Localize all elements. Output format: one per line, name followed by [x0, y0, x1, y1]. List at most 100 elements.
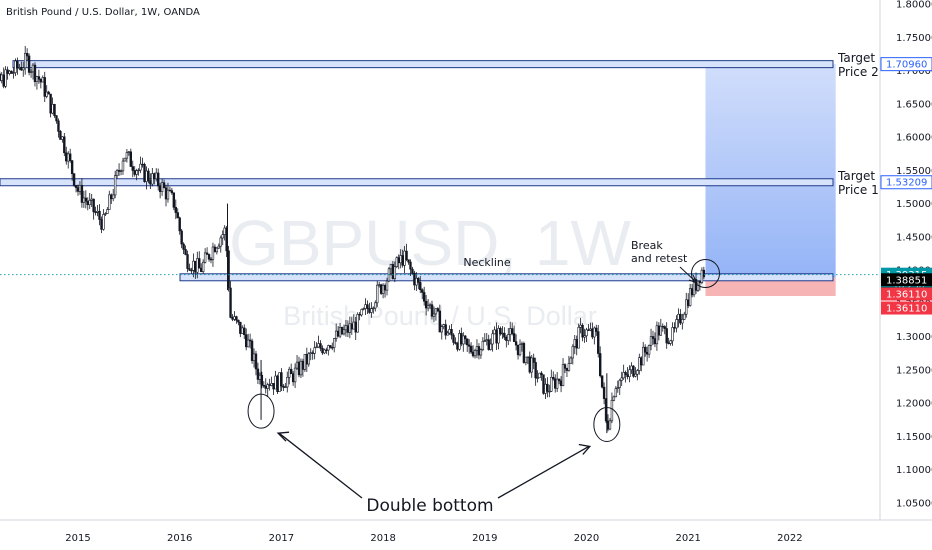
- candle: [530, 355, 533, 378]
- candle-body: [403, 250, 406, 266]
- candle: [198, 251, 201, 269]
- candle-body: [174, 207, 177, 213]
- candle: [10, 70, 13, 74]
- watermark-symbol: GBPUSD, 1W: [229, 207, 631, 279]
- entry-price-tag-1[interactable]: 1.38851: [881, 273, 932, 287]
- candle: [546, 377, 549, 398]
- candle: [395, 256, 398, 269]
- price-tick-label: 1.65000: [896, 99, 932, 110]
- candle-body: [600, 375, 604, 388]
- neckline-level[interactable]: [179, 273, 834, 282]
- candle: [329, 344, 332, 349]
- candle: [665, 322, 668, 349]
- candle-body: [25, 53, 29, 57]
- candle: [542, 374, 545, 395]
- candle: [49, 93, 52, 118]
- candle: [393, 261, 397, 283]
- double-bottom-circle-2[interactable]: [593, 406, 621, 442]
- candle-body: [581, 324, 584, 338]
- candle-body: [108, 194, 111, 210]
- candle-body: [303, 353, 307, 370]
- stop-price-tag-1[interactable]: 1.36110: [881, 287, 932, 301]
- candle: [74, 184, 78, 193]
- candle: [438, 304, 442, 333]
- neckline-label[interactable]: Neckline: [463, 256, 510, 269]
- candle-body: [563, 364, 567, 369]
- price-axis[interactable]: 1.80000 1.75000 1.70000 1.65000 1.60000 1.550…: [879, 0, 932, 520]
- candle: [115, 168, 119, 179]
- candle: [276, 374, 279, 395]
- candle: [577, 323, 580, 349]
- time-axis[interactable]: 2015 2016 2017 2018 2019 2020 2021 2022: [0, 519, 932, 544]
- double-bottom-circle-1[interactable]: [247, 393, 275, 429]
- candle-body: [591, 328, 594, 338]
- price-tick-label: 1.30000: [896, 332, 932, 343]
- long-position-tool[interactable]: [705, 64, 836, 297]
- candle-body: [74, 184, 78, 188]
- time-tick-label: 2017: [269, 533, 294, 544]
- candle-body: [495, 329, 498, 344]
- candle-body: [80, 184, 84, 203]
- candle: [669, 339, 672, 346]
- candle-body: [606, 420, 610, 430]
- break-retest-label-line2[interactable]: and retest: [631, 252, 688, 265]
- candle-body: [507, 334, 510, 341]
- target-level-1[interactable]: [0, 178, 834, 187]
- candle-body: [669, 340, 672, 344]
- candle: [33, 62, 37, 87]
- candle: [432, 306, 436, 323]
- candle: [266, 382, 269, 396]
- break-retest-label-line1[interactable]: Break: [631, 239, 663, 252]
- candle: [333, 337, 336, 353]
- loss-zone[interactable]: [705, 277, 836, 297]
- candle-body: [192, 260, 195, 271]
- candle-body: [657, 325, 661, 336]
- candle-body: [98, 210, 101, 220]
- candle: [131, 160, 134, 178]
- candle-body: [258, 374, 262, 380]
- chart-title: British Pound / U.S. Dollar, 1W, OANDA: [6, 7, 200, 18]
- candle-body: [78, 184, 82, 192]
- candle: [610, 392, 614, 424]
- candle: [671, 322, 674, 346]
- candle-body: [642, 346, 645, 366]
- horizontal-levels[interactable]: [0, 60, 834, 282]
- candle-body: [577, 327, 580, 349]
- stop-price-tag-2[interactable]: 1.36110: [881, 301, 932, 315]
- candle-body: [638, 357, 641, 371]
- candle: [426, 299, 430, 312]
- profit-zone[interactable]: [705, 64, 836, 278]
- candle-body: [434, 308, 438, 315]
- candle-body: [477, 346, 481, 356]
- target-price-tag-1[interactable]: 1.53209: [880, 175, 932, 190]
- candle-body: [393, 266, 397, 279]
- candle: [360, 308, 363, 317]
- candle: [16, 57, 19, 75]
- candle-body: [673, 327, 676, 329]
- candle-body: [354, 321, 357, 333]
- candle: [649, 328, 653, 351]
- candle-body: [538, 372, 541, 379]
- candle-body: [481, 340, 485, 350]
- candle-body: [585, 329, 588, 337]
- candle-body: [462, 335, 465, 345]
- target-price-tag-2[interactable]: 1.70960: [880, 57, 932, 72]
- candle: [454, 337, 457, 345]
- break-retest-circle[interactable]: [690, 258, 720, 288]
- candle: [72, 173, 76, 187]
- candle: [27, 53, 31, 76]
- candle-body: [213, 246, 217, 253]
- candle: [119, 169, 123, 176]
- double-bottom-label[interactable]: Double bottom: [366, 496, 493, 516]
- candle-body: [587, 329, 590, 331]
- candle-body: [125, 152, 129, 159]
- target-level-2[interactable]: [12, 60, 834, 69]
- candle-body: [467, 344, 471, 347]
- candle-body: [297, 361, 301, 376]
- candle: [469, 342, 473, 354]
- candle-body: [671, 327, 674, 342]
